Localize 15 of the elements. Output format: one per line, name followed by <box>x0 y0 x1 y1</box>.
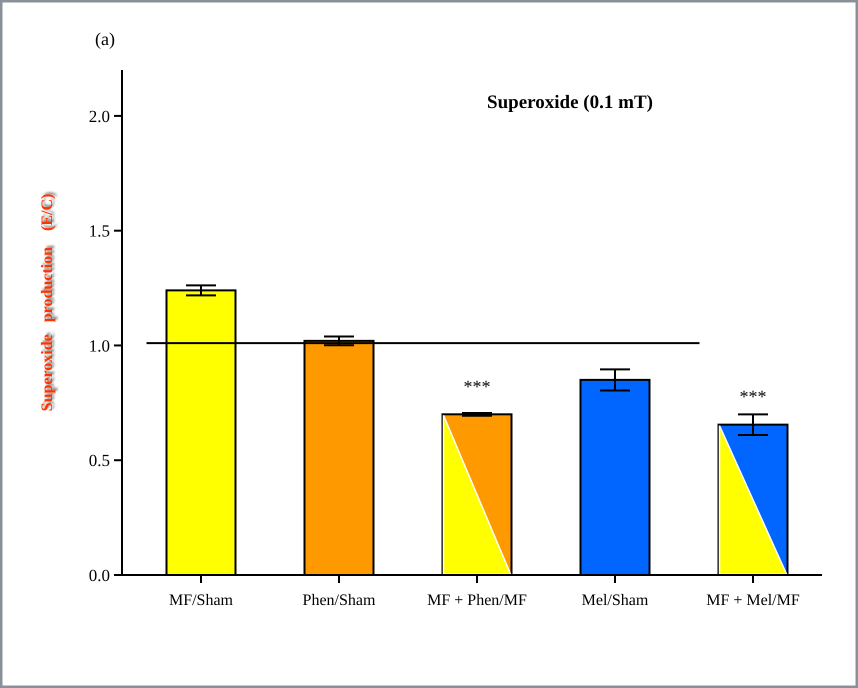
y-tick-label: 2.0 <box>88 106 110 126</box>
y-axis-title: Superoxide production (E/C) <box>39 194 56 412</box>
text: (a) <box>95 29 115 49</box>
x-tick-label: MF + Mel/MF <box>706 592 800 609</box>
x-tick-label: Phen/Sham <box>302 592 376 609</box>
x-tick-label: Mel/Sham <box>582 592 649 609</box>
y-tick-label: 1.0 <box>88 336 110 356</box>
text: Superoxide (0.1 mT) <box>487 92 653 113</box>
y-tick-label: 0.0 <box>88 566 110 585</box>
x-tick-label: MF + Phen/MF <box>427 592 527 609</box>
y-tick-label: 0.5 <box>88 451 110 470</box>
annotation: *** <box>464 376 490 396</box>
y-tick-label: 1.5 <box>88 222 110 241</box>
x-tick-label: MF/Sham <box>168 592 234 609</box>
annotation: *** <box>740 386 766 407</box>
